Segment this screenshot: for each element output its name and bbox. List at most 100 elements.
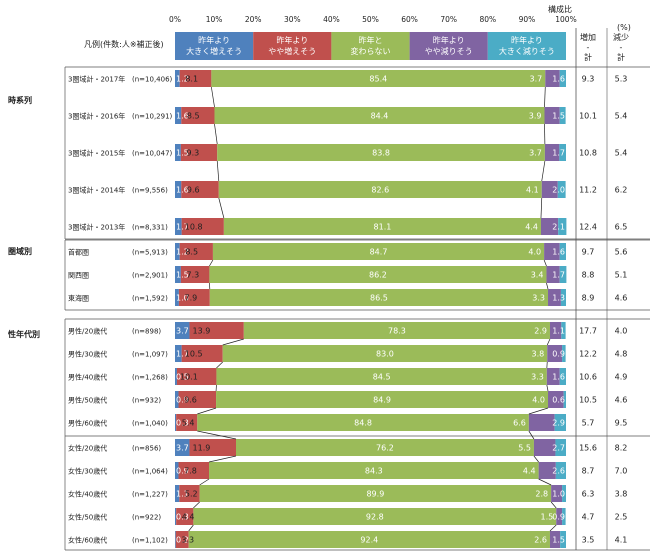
data-label: 7.8 xyxy=(184,467,197,476)
bar-segment-up xyxy=(178,462,210,479)
bar-segment-very_down xyxy=(561,322,566,339)
bar-segment-same xyxy=(212,243,545,260)
decrease-total: 5.3 xyxy=(615,75,628,84)
connector-line xyxy=(209,259,214,267)
bar-segment-very_up xyxy=(175,485,180,502)
decrease-total: 2.5 xyxy=(615,513,628,522)
row-count: (n=898) xyxy=(132,328,161,336)
connector-line xyxy=(546,338,551,346)
data-label: 7.9 xyxy=(185,294,198,303)
row-label: 3圏域計・2013年 xyxy=(68,223,125,232)
data-label: 3.7 xyxy=(176,444,189,453)
decrease-total: 6.2 xyxy=(615,186,628,195)
decrease-total: 4.9 xyxy=(615,373,628,382)
data-label: 0.9 xyxy=(176,396,189,405)
bar-segment-up xyxy=(189,439,236,456)
data-label: 0.9 xyxy=(176,467,189,476)
bar-segment-very_up xyxy=(175,70,180,87)
connector-line xyxy=(211,86,215,108)
data-label: 2.6 xyxy=(552,467,565,476)
bar-segment-very_down xyxy=(562,345,566,362)
decrease-total: 9.5 xyxy=(615,419,628,428)
row-count: (n=1,097) xyxy=(132,351,168,359)
bar-segment-down xyxy=(544,243,560,260)
data-label: 3.3 xyxy=(531,373,544,382)
connector-line xyxy=(546,384,549,392)
data-label: 0.3 xyxy=(176,419,189,428)
bar-segment-down xyxy=(528,414,555,431)
bar-segment-up xyxy=(176,414,198,431)
data-label: 10.5 xyxy=(185,350,203,359)
x-tick-label: 60% xyxy=(401,15,418,24)
row-count: (n=922) xyxy=(132,514,161,522)
bar-segment-very_up xyxy=(175,322,190,339)
data-label: 3.7 xyxy=(176,327,189,336)
data-label: 0.2 xyxy=(176,536,189,545)
data-label: 1.0 xyxy=(176,294,189,303)
x-tick-label: 90% xyxy=(519,15,536,24)
increase-total: 8.8 xyxy=(582,271,595,280)
data-label: 4.4 xyxy=(523,467,536,476)
x-tick-label: 20% xyxy=(245,15,262,24)
data-label: 1.6 xyxy=(552,75,565,84)
connector-line xyxy=(214,123,218,145)
row-label: 女性/60歳代 xyxy=(68,536,107,545)
bar-segment-very_down xyxy=(559,266,567,283)
row-count: (n=1,064) xyxy=(132,468,168,476)
bar-segment-same xyxy=(216,391,549,408)
bar-segment-same xyxy=(197,414,529,431)
bar-segment-up xyxy=(181,218,224,235)
bar-segment-very_up xyxy=(175,218,182,235)
row-count: (n=1,268) xyxy=(132,374,168,382)
bar-segment-same xyxy=(188,531,550,548)
data-label: 85.4 xyxy=(369,75,387,84)
bar-segment-very_up xyxy=(175,289,179,306)
data-label: 0.9 xyxy=(552,513,565,522)
data-label: 11.9 xyxy=(193,444,211,453)
data-label: 1.1 xyxy=(176,490,189,499)
bar-segment-same xyxy=(243,322,550,339)
x-tick-label: 10% xyxy=(206,15,223,24)
increase-total: 15.6 xyxy=(579,444,597,453)
connector-line xyxy=(549,524,557,532)
data-label: 1.7 xyxy=(552,149,565,158)
decrease-total: 4.1 xyxy=(615,536,628,545)
bar-segment-very_up xyxy=(175,508,177,525)
increase-total: 17.7 xyxy=(579,327,597,336)
x-tick-label: 30% xyxy=(284,15,301,24)
data-label: 4.1 xyxy=(526,186,539,195)
bar-segment-very_up xyxy=(175,266,181,283)
x-axis-ticks: 0% 10% 20% 30% 40% 50% 60% 70% 80% 90% 100% xyxy=(169,15,577,24)
bar-segment-very_up xyxy=(175,414,177,431)
legend-label: 大きく増えそう xyxy=(186,46,242,56)
row-label: 男性/60歳代 xyxy=(68,419,107,428)
bar-segment-down xyxy=(556,508,563,525)
bar-segment-very_down xyxy=(563,391,566,408)
composition-label: 構成比 xyxy=(548,4,572,14)
x-tick-label: 70% xyxy=(440,15,457,24)
data-label: 1.2 xyxy=(176,75,189,84)
data-label: 84.7 xyxy=(370,248,388,257)
data-label: 2.9 xyxy=(534,327,547,336)
data-label: 8.5 xyxy=(187,112,200,121)
bar-segment-very_up xyxy=(175,439,190,456)
data-label: 92.8 xyxy=(366,513,384,522)
bar-segment-very_down xyxy=(559,243,566,260)
data-label: 2.7 xyxy=(552,444,565,453)
row-label: 3圏域計・2017年 xyxy=(68,75,125,84)
bar-segment-same xyxy=(217,144,545,161)
connector-line xyxy=(528,430,535,440)
row-count: (n=932) xyxy=(132,397,161,405)
bar-segment-very_up xyxy=(175,107,182,124)
data-label: 5.2 xyxy=(185,490,198,499)
row-count: (n=1,102) xyxy=(132,537,168,545)
bar-segment-down xyxy=(548,289,561,306)
bar-segment-down xyxy=(538,462,556,479)
decrease-total: 5.4 xyxy=(615,112,628,121)
legend-label: 昨年より xyxy=(433,35,465,45)
row-label: 女性/20歳代 xyxy=(68,444,107,453)
row-count: (n=856) xyxy=(132,445,161,453)
legend-swatch-down xyxy=(409,32,488,60)
x-tick-label: 0% xyxy=(169,15,181,24)
